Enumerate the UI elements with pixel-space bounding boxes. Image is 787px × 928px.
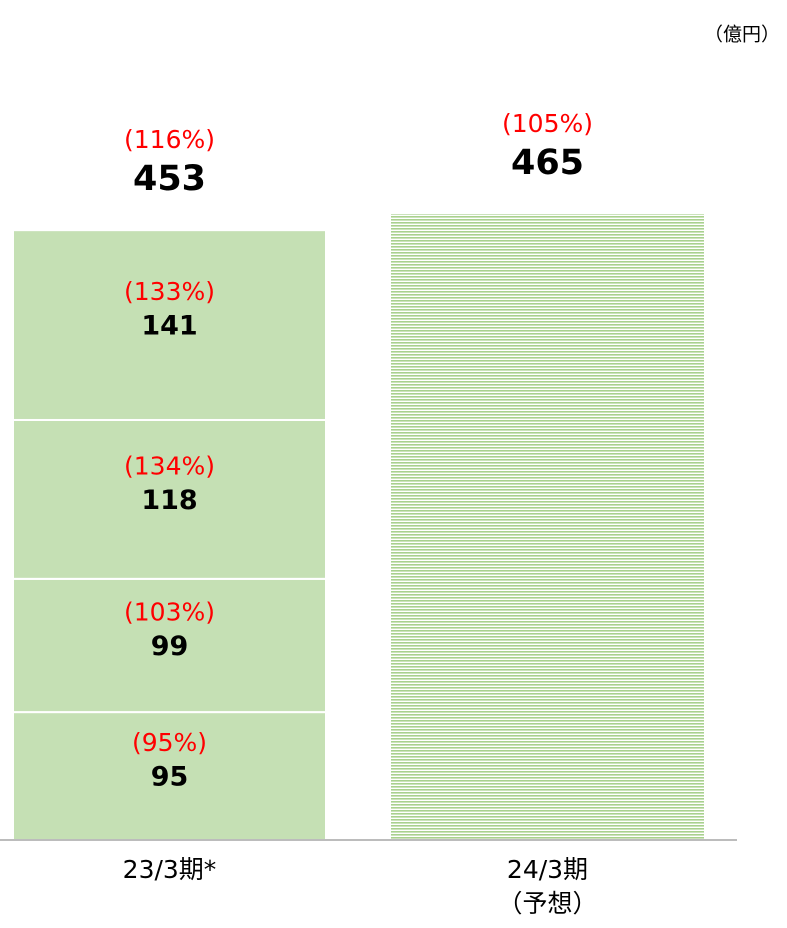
value-label: 141 xyxy=(141,311,197,342)
value-label: 99 xyxy=(151,631,189,662)
bar-segment xyxy=(12,711,327,842)
bar-segment xyxy=(12,577,327,714)
value-label: 118 xyxy=(141,485,197,516)
bar-segment xyxy=(12,229,327,421)
growth-label: (95%) xyxy=(132,728,207,757)
total-growth-label: (105%) xyxy=(502,109,593,138)
growth-label: (133%) xyxy=(124,277,215,306)
growth-label: (134%) xyxy=(124,451,215,480)
category-note: （予想） xyxy=(497,889,597,918)
category-label: 24/3期 xyxy=(507,855,588,884)
category-label: 23/3期* xyxy=(123,855,217,884)
unit-label: （億円） xyxy=(704,24,780,46)
bar xyxy=(391,214,704,840)
value-label: 95 xyxy=(151,762,189,793)
total-label: 465 xyxy=(511,143,584,183)
total-growth-label: (116%) xyxy=(124,125,215,154)
total-label: 453 xyxy=(133,159,206,199)
growth-label: (103%) xyxy=(124,597,215,626)
